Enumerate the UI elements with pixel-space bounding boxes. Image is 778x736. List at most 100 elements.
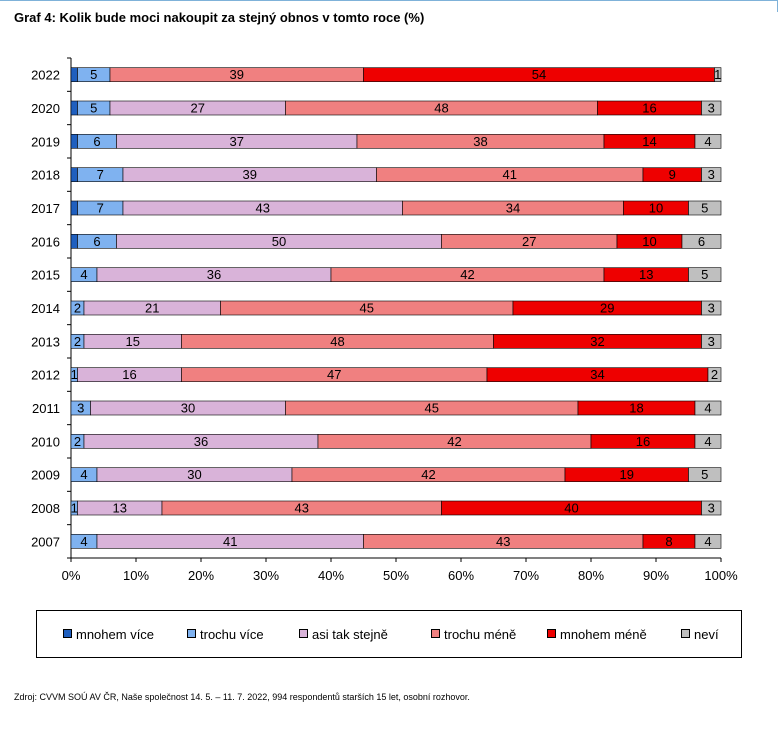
data-label: 42 bbox=[447, 434, 461, 449]
y-category-label: 2007 bbox=[31, 534, 60, 549]
bar-segment bbox=[70, 67, 78, 82]
data-label: 4 bbox=[704, 401, 711, 416]
y-category-label: 2008 bbox=[31, 501, 60, 516]
x-tick-label: 80% bbox=[578, 568, 604, 583]
bar-segment bbox=[688, 467, 722, 482]
bar-segment bbox=[694, 534, 722, 549]
data-label: 48 bbox=[434, 101, 448, 116]
data-label: 15 bbox=[126, 334, 140, 349]
data-label: 42 bbox=[421, 467, 435, 482]
data-label: 4 bbox=[704, 534, 711, 549]
legend-swatch bbox=[63, 629, 72, 638]
bar-segment bbox=[681, 234, 722, 249]
legend-item: asi tak stejně bbox=[299, 627, 388, 642]
legend-item: trochu méně bbox=[431, 627, 516, 642]
data-label: 40 bbox=[564, 501, 578, 516]
bar-segment bbox=[694, 134, 722, 149]
legend-label: neví bbox=[694, 627, 719, 642]
data-label: 10 bbox=[642, 234, 656, 249]
data-label: 5 bbox=[90, 101, 97, 116]
x-tick-label: 10% bbox=[123, 568, 149, 583]
source-note: Zdroj: CVVM SOÚ AV ČR, Naše společnost 1… bbox=[14, 692, 470, 702]
data-label: 13 bbox=[639, 267, 653, 282]
legend-label: asi tak stejně bbox=[312, 627, 388, 642]
chart-title: Graf 4: Kolik bude moci nakoupit za stej… bbox=[14, 10, 425, 25]
y-category-label: 2020 bbox=[31, 101, 60, 116]
data-label: 3 bbox=[77, 401, 84, 416]
bar-segment bbox=[701, 334, 722, 349]
data-label: 18 bbox=[629, 401, 643, 416]
data-label: 34 bbox=[590, 367, 604, 382]
legend-label: trochu méně bbox=[444, 627, 517, 642]
bar-segment bbox=[714, 67, 722, 82]
data-label: 27 bbox=[522, 234, 536, 249]
y-category-label: 2010 bbox=[31, 434, 60, 449]
data-label: 34 bbox=[506, 201, 520, 216]
data-label: 16 bbox=[122, 367, 136, 382]
data-label: 45 bbox=[425, 401, 439, 416]
data-label: 8 bbox=[665, 534, 672, 549]
data-label: 37 bbox=[230, 134, 244, 149]
data-label: 4 bbox=[80, 467, 87, 482]
data-label: 6 bbox=[93, 234, 100, 249]
data-label: 38 bbox=[473, 134, 487, 149]
data-label: 47 bbox=[327, 367, 341, 382]
data-label: 19 bbox=[620, 467, 634, 482]
data-label: 14 bbox=[642, 134, 656, 149]
data-label: 54 bbox=[532, 67, 546, 82]
data-label: 6 bbox=[93, 134, 100, 149]
data-label: 16 bbox=[636, 434, 650, 449]
legend-swatch bbox=[431, 629, 440, 638]
data-label: 39 bbox=[243, 167, 257, 182]
data-label: 3 bbox=[708, 501, 715, 516]
y-category-label: 2016 bbox=[31, 234, 60, 249]
bar-segment bbox=[688, 200, 722, 216]
bar-segment bbox=[70, 200, 78, 216]
legend-item: trochu více bbox=[187, 627, 264, 642]
x-tick-label: 100% bbox=[704, 568, 738, 583]
x-tick-label: 40% bbox=[318, 568, 344, 583]
x-tick-label: 0% bbox=[62, 568, 81, 583]
bar-segment bbox=[688, 267, 722, 282]
data-label: 4 bbox=[80, 534, 87, 549]
data-label: 29 bbox=[600, 301, 614, 316]
bar-segment bbox=[701, 167, 722, 182]
legend-swatch bbox=[547, 629, 556, 638]
data-label: 5 bbox=[701, 267, 708, 282]
bar-segment bbox=[701, 100, 722, 116]
data-label: 21 bbox=[145, 301, 159, 316]
legend-item: mnohem více bbox=[63, 627, 154, 642]
data-label: 5 bbox=[701, 201, 708, 216]
x-tick-label: 90% bbox=[643, 568, 669, 583]
data-label: 3 bbox=[708, 167, 715, 182]
bar-segment bbox=[701, 500, 722, 516]
data-label: 10 bbox=[649, 201, 663, 216]
y-category-label: 2012 bbox=[31, 368, 60, 383]
x-tick-label: 30% bbox=[253, 568, 279, 583]
data-label: 16 bbox=[642, 101, 656, 116]
bar-segment bbox=[701, 300, 722, 316]
y-category-label: 2009 bbox=[31, 468, 60, 483]
data-label: 48 bbox=[330, 334, 344, 349]
legend-item: mnohem méně bbox=[547, 627, 647, 642]
data-label: 43 bbox=[496, 534, 510, 549]
data-label: 1 bbox=[714, 67, 721, 82]
legend-swatch bbox=[299, 629, 308, 638]
data-label: 5 bbox=[701, 467, 708, 482]
data-label: 43 bbox=[295, 501, 309, 516]
data-label: 36 bbox=[194, 434, 208, 449]
bar-segment bbox=[70, 234, 78, 249]
legend-item: neví bbox=[681, 627, 719, 642]
data-label: 2 bbox=[74, 434, 81, 449]
stacked-bar-chart: 0% 10% 20% 30% 40% 50% 60% 70% 80% 90% 100%2022 5 39… bbox=[31, 57, 738, 583]
x-tick-label: 50% bbox=[383, 568, 409, 583]
legend-swatch bbox=[681, 629, 690, 638]
data-label: 27 bbox=[191, 101, 205, 116]
x-tick-label: 20% bbox=[188, 568, 214, 583]
y-category-label: 2019 bbox=[31, 134, 60, 149]
legend-label: mnohem méně bbox=[560, 627, 647, 642]
y-category-label: 2013 bbox=[31, 334, 60, 349]
data-label: 32 bbox=[590, 334, 604, 349]
data-label: 4 bbox=[704, 434, 711, 449]
y-category-label: 2015 bbox=[31, 268, 60, 283]
